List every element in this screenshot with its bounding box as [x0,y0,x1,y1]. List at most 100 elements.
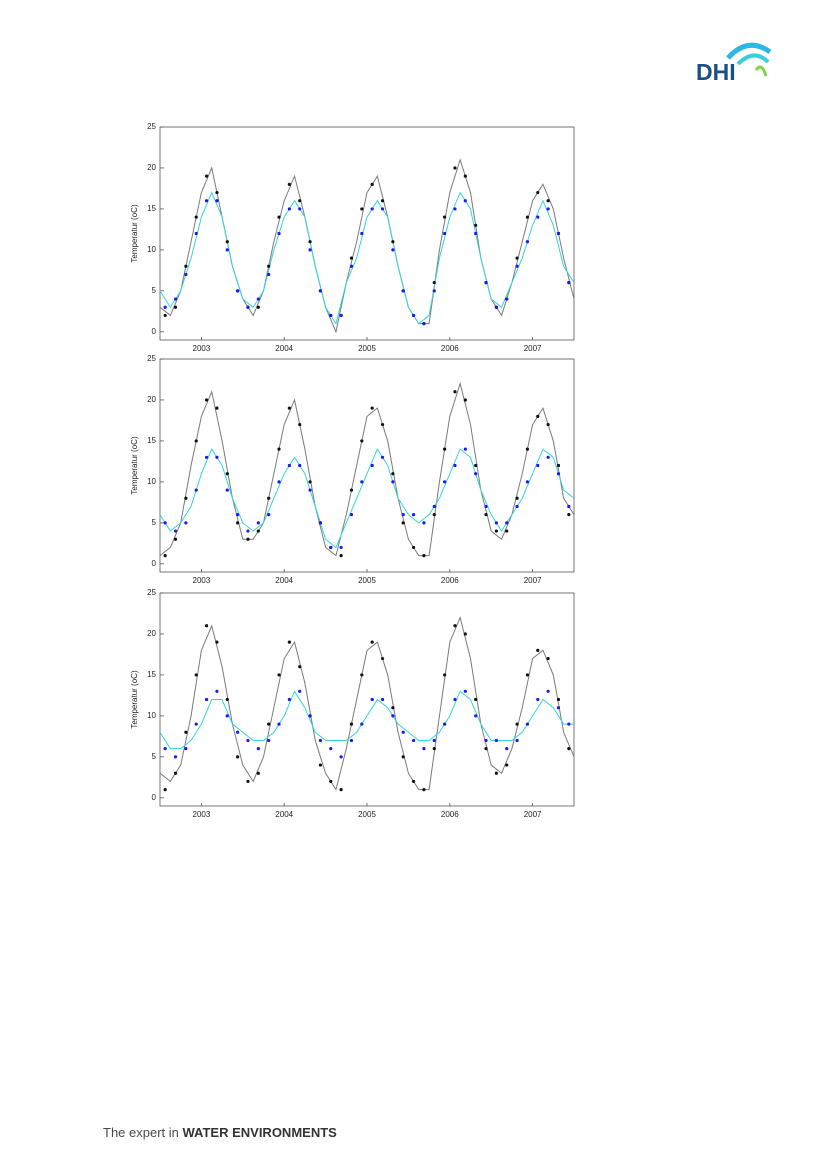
data-point [536,697,540,702]
data-point [401,730,405,734]
data-point [225,248,229,252]
y-tick-label: 10 [147,711,156,720]
data-point [256,771,260,775]
data-point [339,545,343,550]
data-point [411,313,416,318]
chart: 0 5 10 15 20 25 2003 2004 2005 2006 2007 Temperatur… [130,122,575,353]
data-point [287,182,291,186]
data-point [525,722,530,726]
data-point [163,788,167,792]
data-point [463,447,467,451]
x-tick-label: 2003 [193,344,211,353]
data-point [246,305,250,309]
data-point [401,521,405,525]
data-point [277,231,281,236]
data-point [277,447,281,451]
data-point [184,496,188,500]
data-point [194,231,198,236]
x-tick-label: 2004 [275,810,293,819]
data-point [173,297,178,301]
data-point [204,398,209,402]
data-point [422,788,426,792]
data-point [432,504,436,509]
logo-text: DHI [696,59,736,85]
data-point [515,722,519,726]
x-tick-label: 2003 [193,576,211,585]
data-point [204,199,209,203]
data-point [453,463,457,468]
data-point [525,215,530,219]
data-point [567,504,571,509]
data-point [370,463,374,468]
data-point [536,215,540,219]
data-line [159,448,575,549]
y-tick-label: 15 [147,204,156,213]
data-point [360,480,364,484]
x-tick-label: 2005 [358,576,376,585]
data-point [443,722,447,726]
data-point [422,521,426,525]
footer: The expert in WATER ENVIRONMENTS [103,1125,337,1140]
data-point [546,689,550,693]
data-point [349,264,354,268]
data-point [380,422,385,427]
data-point [463,174,467,178]
y-tick-label: 20 [147,395,156,404]
data-point [411,545,416,550]
data-point [173,529,178,533]
data-point [225,472,229,476]
data-point [505,763,509,767]
data-point [256,305,260,309]
data-point [525,240,530,244]
data-point [308,240,312,244]
data-point [401,289,405,293]
data-point [515,738,519,743]
data-point [225,240,229,244]
footer-prefix: The expert in [103,1125,179,1140]
x-tick-label: 2006 [441,810,459,819]
data-point [453,697,457,702]
data-point [246,738,250,743]
data-point [173,755,178,759]
data-point [184,264,188,268]
data-point [277,673,281,677]
data-point [556,697,561,702]
x-tick-label: 2005 [358,810,376,819]
data-point [463,632,467,636]
data-point [474,472,478,476]
data-point [370,640,374,644]
y-tick-label: 0 [152,327,157,336]
data-point [236,289,240,293]
y-tick-label: 10 [147,245,156,254]
logo-wave [754,65,768,77]
data-point [298,689,302,693]
data-point [256,747,260,751]
data-point [318,521,323,525]
data-point [225,714,229,718]
data-point [163,313,167,318]
data-point [173,537,178,541]
data-point [556,231,561,236]
data-point [443,215,447,219]
data-point [484,504,488,509]
data-point [318,738,323,743]
y-tick-label: 25 [147,122,156,131]
data-point [494,738,498,743]
data-point [339,788,343,792]
y-tick-label: 5 [152,752,157,761]
data-point [184,730,188,734]
data-point [360,207,364,211]
logo: DHI [696,42,772,85]
data-point [515,496,519,500]
data-point [267,272,271,277]
y-tick-label: 5 [152,286,157,295]
data-point [256,529,260,533]
data-point [163,305,167,309]
data-point [163,521,167,525]
data-point [505,297,509,301]
data-point [484,747,488,751]
data-point [546,656,550,661]
data-point [256,521,260,525]
data-point [360,673,364,677]
data-line [159,381,575,557]
